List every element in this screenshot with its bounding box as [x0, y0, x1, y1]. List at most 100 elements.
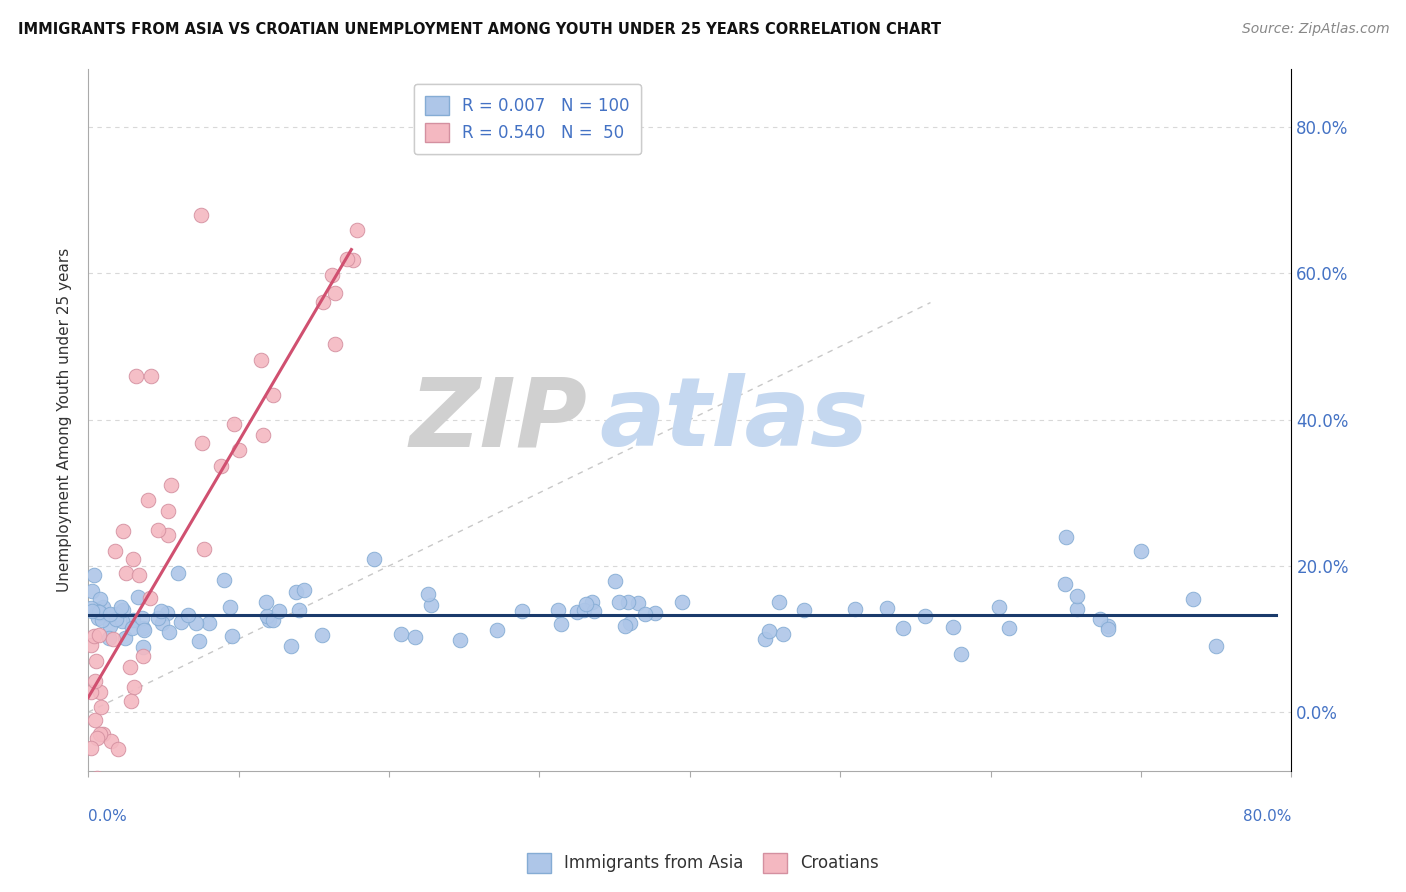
Point — [250, 353, 273, 368]
Point — [89, 607, 111, 621]
Point — [128, 567, 150, 582]
Point — [219, 600, 242, 615]
Point — [949, 647, 972, 661]
Point — [98, 619, 121, 633]
Point — [104, 612, 127, 626]
Point — [157, 527, 180, 541]
Point — [758, 624, 780, 638]
Point — [550, 617, 572, 632]
Point — [170, 615, 193, 629]
Point — [575, 598, 598, 612]
Point — [146, 611, 169, 625]
Point — [627, 596, 650, 610]
Point — [323, 337, 346, 351]
Point — [346, 223, 368, 237]
Point — [582, 604, 605, 618]
Point — [100, 734, 122, 748]
Point — [89, 605, 111, 619]
Point — [581, 595, 603, 609]
Point — [156, 607, 179, 621]
Point — [101, 632, 124, 647]
Point — [198, 616, 221, 631]
Point — [449, 632, 471, 647]
Point — [1066, 589, 1088, 603]
Point — [114, 566, 136, 581]
Point — [167, 566, 190, 581]
Point — [914, 609, 936, 624]
Point — [1097, 619, 1119, 633]
Text: 0.0%: 0.0% — [89, 809, 127, 824]
Point — [132, 623, 155, 637]
Point — [754, 632, 776, 646]
Point — [485, 623, 508, 637]
Point — [105, 607, 128, 621]
Point — [335, 252, 357, 266]
Point — [222, 417, 245, 431]
Legend: R = 0.007   N = 100, R = 0.540   N =  50: R = 0.007 N = 100, R = 0.540 N = 50 — [413, 84, 641, 154]
Point — [323, 286, 346, 301]
Point — [252, 428, 274, 442]
Point — [187, 633, 209, 648]
Point — [190, 208, 212, 222]
Point — [280, 639, 302, 653]
Point — [363, 551, 385, 566]
Text: 80.0%: 80.0% — [1243, 809, 1292, 824]
Point — [876, 601, 898, 615]
Point — [110, 599, 132, 614]
Point — [184, 616, 207, 631]
Point — [1066, 602, 1088, 616]
Point — [267, 604, 290, 618]
Point — [193, 542, 215, 557]
Point — [80, 740, 103, 755]
Point — [603, 574, 626, 588]
Point — [91, 599, 114, 614]
Point — [84, 674, 107, 689]
Point — [619, 615, 641, 630]
Point — [312, 295, 335, 310]
Point — [634, 607, 657, 621]
Point — [405, 631, 427, 645]
Point — [98, 607, 121, 621]
Point — [644, 607, 666, 621]
Point — [136, 493, 159, 508]
Point — [80, 638, 103, 652]
Point — [132, 640, 155, 654]
Point — [80, 601, 103, 615]
Point — [419, 599, 441, 613]
Point — [83, 629, 105, 643]
Point — [1088, 612, 1111, 626]
Point — [104, 544, 127, 558]
Point — [150, 615, 173, 630]
Point — [157, 625, 180, 640]
Point — [772, 627, 794, 641]
Point — [259, 613, 281, 627]
Point — [112, 603, 135, 617]
Point — [122, 613, 145, 627]
Point — [1054, 530, 1077, 544]
Point — [91, 727, 114, 741]
Point — [89, 685, 111, 699]
Point — [86, 604, 108, 618]
Point — [844, 602, 866, 616]
Point — [256, 609, 278, 624]
Point — [191, 435, 214, 450]
Point — [131, 610, 153, 624]
Point — [118, 660, 141, 674]
Point — [221, 629, 243, 643]
Point — [122, 680, 145, 694]
Point — [107, 741, 129, 756]
Point — [891, 621, 914, 635]
Point — [97, 632, 120, 646]
Point — [112, 524, 135, 539]
Point — [84, 654, 107, 668]
Point — [90, 700, 112, 714]
Point — [132, 621, 155, 635]
Point — [1097, 622, 1119, 636]
Text: Source: ZipAtlas.com: Source: ZipAtlas.com — [1241, 22, 1389, 37]
Point — [613, 619, 636, 633]
Point — [89, 727, 111, 741]
Point — [998, 621, 1021, 635]
Point — [87, 611, 110, 625]
Point — [254, 595, 277, 609]
Point — [292, 582, 315, 597]
